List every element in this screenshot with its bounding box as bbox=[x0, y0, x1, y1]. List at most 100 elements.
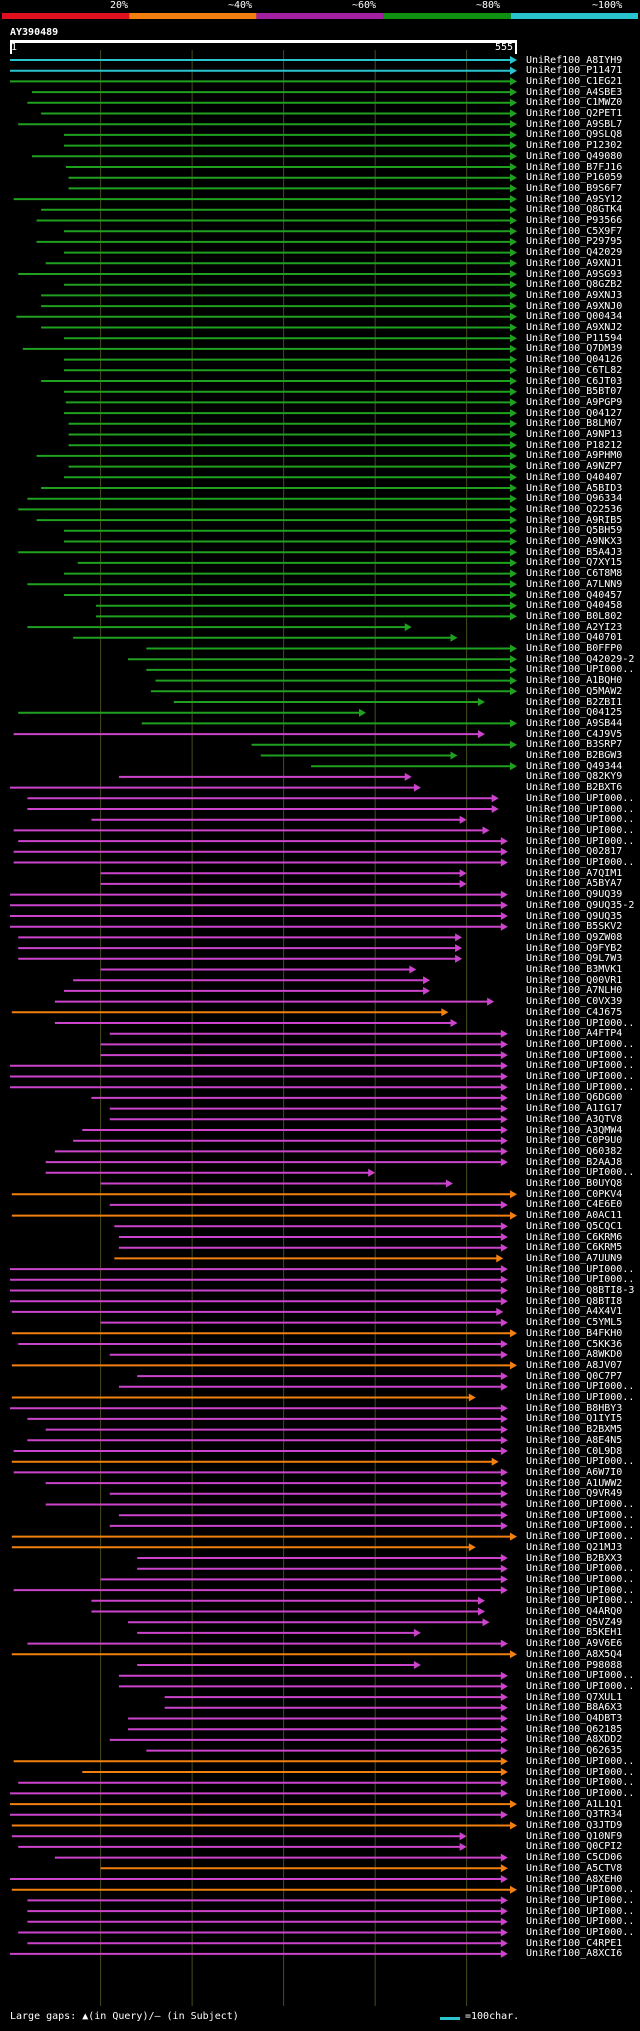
hit-label[interactable]: UniRef100_A2YI23 bbox=[526, 621, 623, 633]
hit-label[interactable]: UniRef100_Q9UQ35 bbox=[526, 910, 623, 922]
hit-label[interactable]: UniRef100_Q22536 bbox=[526, 503, 623, 515]
hit-label[interactable]: UniRef100_A7UUN9 bbox=[526, 1252, 623, 1264]
hit-label[interactable]: UniRef100_UPI000.. bbox=[526, 1081, 635, 1093]
hit-label[interactable]: UniRef100_A4SBE3 bbox=[526, 86, 623, 98]
hit-label[interactable]: UniRef100_UPI000.. bbox=[526, 1884, 635, 1896]
hit-label[interactable]: UniRef100_C4RPE1 bbox=[526, 1937, 623, 1949]
hit-label[interactable]: UniRef100_A3QTV8 bbox=[526, 1113, 623, 1125]
hit-label[interactable]: UniRef100_Q49080 bbox=[526, 150, 623, 162]
hit-label[interactable]: UniRef100_Q7XUL1 bbox=[526, 1691, 623, 1703]
hit-label[interactable]: UniRef100_A9RIB5 bbox=[526, 514, 623, 526]
hit-label[interactable]: UniRef100_P18212 bbox=[526, 439, 623, 451]
hit-label[interactable]: UniRef100_Q6DG00 bbox=[526, 1092, 623, 1104]
hit-label[interactable]: UniRef100_Q4ARQ0 bbox=[526, 1606, 623, 1617]
hit-label[interactable]: UniRef100_Q9ZW08 bbox=[526, 931, 623, 943]
hit-label[interactable]: UniRef100_A9V6E6 bbox=[526, 1638, 623, 1650]
hit-label[interactable]: UniRef100_A4FTP4 bbox=[526, 1028, 623, 1040]
hit-label[interactable]: UniRef100_UPI000.. bbox=[526, 803, 635, 815]
hit-label[interactable]: UniRef100_Q21MJ3 bbox=[526, 1541, 623, 1553]
hit-label[interactable]: UniRef100_B2BXM5 bbox=[526, 1424, 623, 1436]
hit-label[interactable]: UniRef100_Q40458 bbox=[526, 600, 623, 612]
hit-label[interactable]: UniRef100_UPI000.. bbox=[526, 1595, 635, 1607]
hit-label[interactable]: UniRef100_B4FKH0 bbox=[526, 1327, 623, 1339]
hit-label[interactable]: UniRef100_A8WKD0 bbox=[526, 1349, 623, 1361]
hit-label[interactable]: UniRef100_A9SG93 bbox=[526, 268, 623, 280]
hit-label[interactable]: UniRef100_Q60382 bbox=[526, 1145, 623, 1157]
hit-label[interactable]: UniRef100_Q9UQ35-2 bbox=[526, 899, 635, 911]
hit-label[interactable]: UniRef100_Q8BTI8-3 bbox=[526, 1285, 635, 1296]
hit-label[interactable]: UniRef100_C1MWZ0 bbox=[526, 97, 623, 109]
hit-label[interactable]: UniRef100_UPI000.. bbox=[526, 824, 635, 836]
hit-label[interactable]: UniRef100_Q04126 bbox=[526, 354, 623, 366]
hit-label[interactable]: UniRef100_C5CD06 bbox=[526, 1852, 623, 1864]
hit-label[interactable]: UniRef100_A8XCI6 bbox=[526, 1948, 623, 1960]
hit-label[interactable]: UniRef100_A9NZP7 bbox=[526, 461, 623, 473]
hit-label[interactable]: UniRef100_Q9L7W3 bbox=[526, 953, 623, 965]
hit-label[interactable]: UniRef100_B8LM07 bbox=[526, 418, 623, 430]
hit-label[interactable]: UniRef100_A9SBL7 bbox=[526, 118, 623, 130]
hit-label[interactable]: UniRef100_A1UWW2 bbox=[526, 1477, 623, 1489]
hit-label[interactable]: UniRef100_B2BGW3 bbox=[526, 750, 623, 761]
hit-label[interactable]: UniRef100_A8XDD2 bbox=[526, 1734, 623, 1746]
hit-label[interactable]: UniRef100_Q00434 bbox=[526, 311, 623, 323]
hit-label[interactable]: UniRef100_A9NP13 bbox=[526, 429, 623, 440]
hit-label[interactable]: UniRef100_A8JV07 bbox=[526, 1359, 623, 1371]
hit-label[interactable]: UniRef100_Q8BTI8 bbox=[526, 1295, 623, 1307]
hit-label[interactable]: UniRef100_Q42029 bbox=[526, 247, 623, 259]
hit-label[interactable]: UniRef100_UPI000.. bbox=[526, 1392, 635, 1403]
hit-label[interactable]: UniRef100_Q96334 bbox=[526, 493, 623, 505]
hit-label[interactable]: UniRef100_B0UYQ8 bbox=[526, 1178, 623, 1189]
hit-label[interactable]: UniRef100_Q49344 bbox=[526, 760, 623, 772]
hit-label[interactable]: UniRef100_C0P9U0 bbox=[526, 1135, 623, 1147]
hit-label[interactable]: UniRef100_UPI000.. bbox=[526, 1787, 635, 1799]
hit-label[interactable]: UniRef100_C5X9F7 bbox=[526, 225, 623, 237]
hit-label[interactable]: UniRef100_UPI000.. bbox=[526, 1573, 635, 1585]
hit-label[interactable]: UniRef100_P29795 bbox=[526, 236, 623, 248]
hit-label[interactable]: UniRef100_A0AC11 bbox=[526, 1210, 623, 1222]
hit-label[interactable]: UniRef100_B5SKV2 bbox=[526, 921, 623, 933]
hit-label[interactable]: UniRef100_A9PGP9 bbox=[526, 396, 623, 408]
hit-label[interactable]: UniRef100_B3MVK1 bbox=[526, 964, 623, 975]
hit-label[interactable]: UniRef100_Q8GZB2 bbox=[526, 279, 623, 291]
hit-label[interactable]: UniRef100_UPI000.. bbox=[526, 1777, 635, 1789]
hit-label[interactable]: UniRef100_UPI000.. bbox=[526, 1499, 635, 1510]
hit-label[interactable]: UniRef100_A1IG17 bbox=[526, 1103, 623, 1115]
hit-label[interactable]: UniRef100_UPI000.. bbox=[526, 1916, 635, 1928]
hit-label[interactable]: UniRef100_UPI000.. bbox=[526, 1680, 635, 1692]
hit-label[interactable]: UniRef100_UPI000.. bbox=[526, 1520, 635, 1532]
hit-label[interactable]: UniRef100_B3SRP7 bbox=[526, 739, 623, 751]
hit-label[interactable]: UniRef100_A1BQH0 bbox=[526, 675, 623, 687]
hit-label[interactable]: UniRef100_B8HBY3 bbox=[526, 1402, 623, 1414]
hit-label[interactable]: UniRef100_UPI000.. bbox=[526, 1927, 635, 1938]
hit-label[interactable]: UniRef100_C4J675 bbox=[526, 1006, 623, 1018]
hit-label[interactable]: UniRef100_P16059 bbox=[526, 172, 623, 184]
hit-label[interactable]: UniRef100_UPI000.. bbox=[526, 1456, 635, 1468]
hit-label[interactable]: UniRef100_UPI000.. bbox=[526, 792, 635, 804]
hit-label[interactable]: UniRef100_Q8GTK4 bbox=[526, 204, 623, 216]
hit-label[interactable]: UniRef100_C6JT03 bbox=[526, 375, 623, 387]
hit-label[interactable]: UniRef100_P11471 bbox=[526, 65, 623, 77]
hit-label[interactable]: UniRef100_Q3TR34 bbox=[526, 1809, 623, 1821]
hit-label[interactable]: UniRef100_UPI000.. bbox=[526, 814, 635, 826]
hit-label[interactable]: UniRef100_Q5MAW2 bbox=[526, 685, 623, 697]
hit-label[interactable]: UniRef100_P93566 bbox=[526, 215, 623, 226]
hit-label[interactable]: UniRef100_UPI000.. bbox=[526, 835, 635, 847]
hit-label[interactable]: UniRef100_A3QMW4 bbox=[526, 1124, 623, 1136]
hit-label[interactable]: UniRef100_UPI000.. bbox=[526, 1509, 635, 1521]
hit-label[interactable]: UniRef100_Q7XY15 bbox=[526, 557, 623, 569]
hit-label[interactable]: UniRef100_A8E4N5 bbox=[526, 1434, 623, 1446]
hit-label[interactable]: UniRef100_Q40701 bbox=[526, 632, 623, 644]
hit-label[interactable]: UniRef100_B2ZBI1 bbox=[526, 696, 623, 708]
hit-label[interactable]: UniRef100_Q5CQC1 bbox=[526, 1220, 623, 1232]
hit-label[interactable]: UniRef100_Q40407 bbox=[526, 471, 623, 483]
hit-label[interactable]: UniRef100_A8X5Q4 bbox=[526, 1648, 623, 1660]
hit-label[interactable]: UniRef100_P98088 bbox=[526, 1659, 623, 1671]
hit-label[interactable]: UniRef100_C1EG21 bbox=[526, 75, 623, 87]
hit-label[interactable]: UniRef100_Q1IYI5 bbox=[526, 1413, 623, 1425]
hit-label[interactable]: UniRef100_B9S6F7 bbox=[526, 182, 623, 194]
hit-label[interactable]: UniRef100_A9SB44 bbox=[526, 717, 623, 729]
hit-label[interactable]: UniRef100_A8XEH0 bbox=[526, 1873, 623, 1885]
hit-label[interactable]: UniRef100_Q3JTD9 bbox=[526, 1820, 623, 1831]
hit-label[interactable]: UniRef100_C6T8M8 bbox=[526, 568, 623, 580]
hit-label[interactable]: UniRef100_Q5VZ49 bbox=[526, 1616, 623, 1628]
